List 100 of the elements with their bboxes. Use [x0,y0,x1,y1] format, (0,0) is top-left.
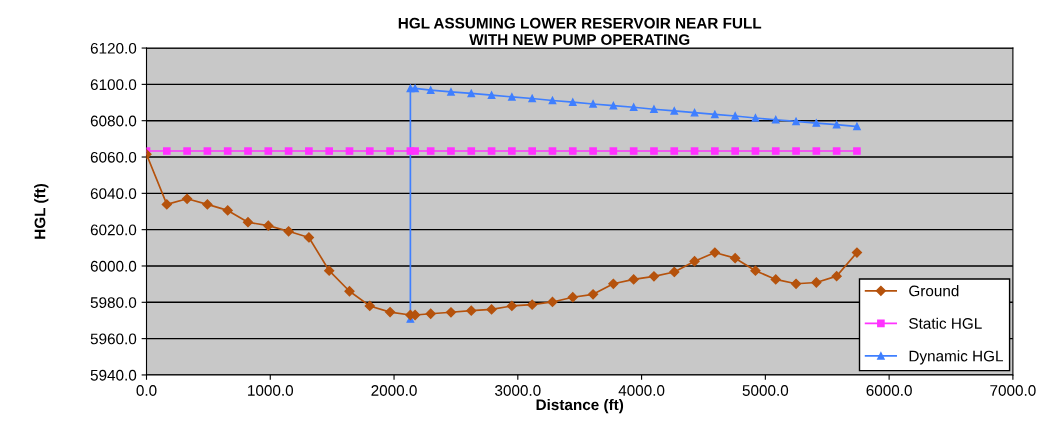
x-tick-label: 4000.0 [618,385,665,396]
point [548,96,557,105]
y-tick-label: 5940.0 [90,369,137,381]
y-tick-label: 6100.0 [90,79,137,91]
point [731,147,739,155]
point [690,108,699,117]
point [161,199,172,210]
point [650,147,658,155]
point [609,101,618,110]
point [426,86,435,95]
point [832,147,841,155]
point [411,84,419,93]
x-tick-label: 3000.0 [495,385,541,396]
point [628,274,639,285]
point [669,266,680,278]
point [832,120,841,129]
point [467,147,476,155]
point [447,147,455,155]
point [689,256,700,267]
x-tick-label: 6000.0 [866,385,912,396]
point [648,271,660,282]
point [305,147,313,155]
x-tick-label: 5000.0 [742,385,789,396]
point [812,147,821,155]
point [771,147,780,155]
point [325,147,334,155]
point [567,292,578,303]
point [263,220,274,231]
point [303,232,315,243]
point [771,115,780,124]
y-tick-label: 6040.0 [90,188,137,200]
point [751,114,760,122]
point [162,147,171,155]
point [568,98,577,106]
point [750,265,761,276]
point [690,147,699,155]
y-axis-title: HGL (ft) [34,183,49,239]
point [548,147,557,155]
legend-label: Ground [909,285,959,297]
point [345,147,354,155]
y-tick-label: 6000.0 [90,260,137,272]
point [467,89,476,98]
point [587,289,599,300]
point [731,112,739,120]
point [487,147,496,155]
y-tick-label: 6020.0 [90,224,137,236]
point [709,247,720,258]
point [365,147,374,155]
point [589,100,597,108]
point [203,147,212,155]
point [812,119,821,127]
point [386,147,394,155]
point [528,147,536,155]
point [568,147,577,155]
point [730,253,741,264]
point [650,105,658,114]
point [608,278,619,289]
point [264,147,273,155]
point [528,94,536,103]
y-tick-label: 6080.0 [90,115,137,127]
point [508,147,516,155]
point [242,217,254,228]
point [792,147,800,155]
point [425,308,436,319]
point [364,300,375,312]
legend-label: Dynamic HGL [909,350,1003,365]
point [811,277,822,288]
x-tick-label: 7000.0 [990,385,1036,396]
y-tick-label: 5980.0 [90,297,137,308]
x-tick-label: 0.0 [136,385,157,396]
point [181,193,193,204]
point [223,147,232,155]
point [202,199,213,210]
point [751,147,760,155]
point [487,91,496,99]
y-tick-label: 6060.0 [90,151,137,163]
point [222,205,233,216]
point [384,306,396,318]
point [486,304,497,315]
point [711,110,719,119]
point [527,299,538,310]
x-tick-label: 1000.0 [248,385,294,396]
point [609,147,618,155]
point [770,274,781,285]
x-tick-label: 2000.0 [371,385,417,396]
point [629,147,638,155]
legend-label: Static HGL [909,317,982,329]
point [183,147,191,155]
point [831,271,842,282]
point [508,93,516,101]
point [853,147,861,155]
point [445,307,457,318]
point [790,278,802,289]
point [670,107,679,115]
point [344,286,355,297]
chart-title: HGL ASSUMING LOWER RESERVOIR NEAR FULL WITH NEW PUMP OPERATING [398,17,762,46]
point [411,147,419,155]
y-tick-label: 5960.0 [90,333,137,345]
point [589,147,597,155]
point [447,87,455,96]
